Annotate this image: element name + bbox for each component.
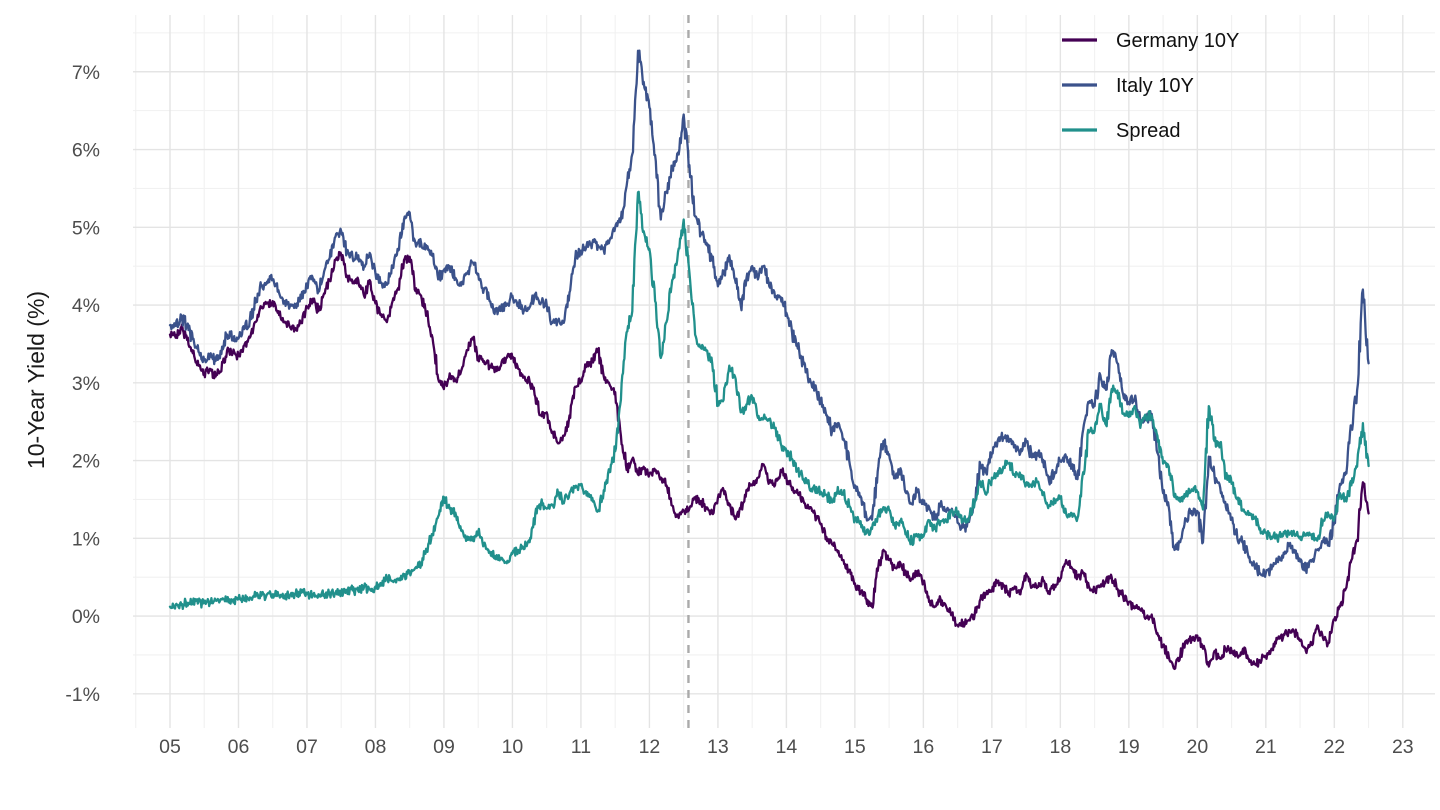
x-tick-label: 05 [159,736,181,758]
y-tick-label: -1% [65,684,100,706]
x-tick-label: 23 [1392,736,1414,758]
y-tick-label: 3% [72,373,100,395]
y-tick-label: 2% [72,451,100,473]
y-tick-label: 1% [72,528,100,550]
italy-10y-line [168,49,1370,578]
legend-label-italy-10y: Italy 10Y [1116,75,1194,97]
y-tick-label: 5% [72,217,100,239]
x-tick-label: 12 [639,736,661,758]
legend-label-spread: Spread [1116,120,1181,142]
x-tick-label: 16 [913,736,935,758]
y-tick-label: 7% [72,62,100,84]
y-tick-label: 4% [72,295,100,317]
x-tick-label: 19 [1118,736,1140,758]
x-tick-label: 09 [433,736,455,758]
x-tick-label: 13 [707,736,729,758]
x-tick-label: 07 [296,736,318,758]
x-tick-label: 14 [776,736,798,758]
spread-line [168,190,1370,611]
x-tick-label: 06 [228,736,250,758]
y-tick-label: 6% [72,140,100,162]
x-tick-label: 10 [502,736,524,758]
x-tick-label: 21 [1255,736,1277,758]
x-tick-label: 11 [571,736,591,758]
x-tick-label: 20 [1186,736,1208,758]
x-tick-label: 08 [365,736,387,758]
x-tick-label: 17 [981,736,1003,758]
legend-label-germany-10y: Germany 10Y [1116,30,1239,52]
y-tick-label: 0% [72,606,100,628]
x-tick-label: 22 [1323,736,1345,758]
x-tick-label: 15 [844,736,866,758]
y-axis-title: 10-Year Yield (%) [23,291,49,469]
germany-10y-line [168,250,1370,671]
x-tick-label: 18 [1050,736,1072,758]
